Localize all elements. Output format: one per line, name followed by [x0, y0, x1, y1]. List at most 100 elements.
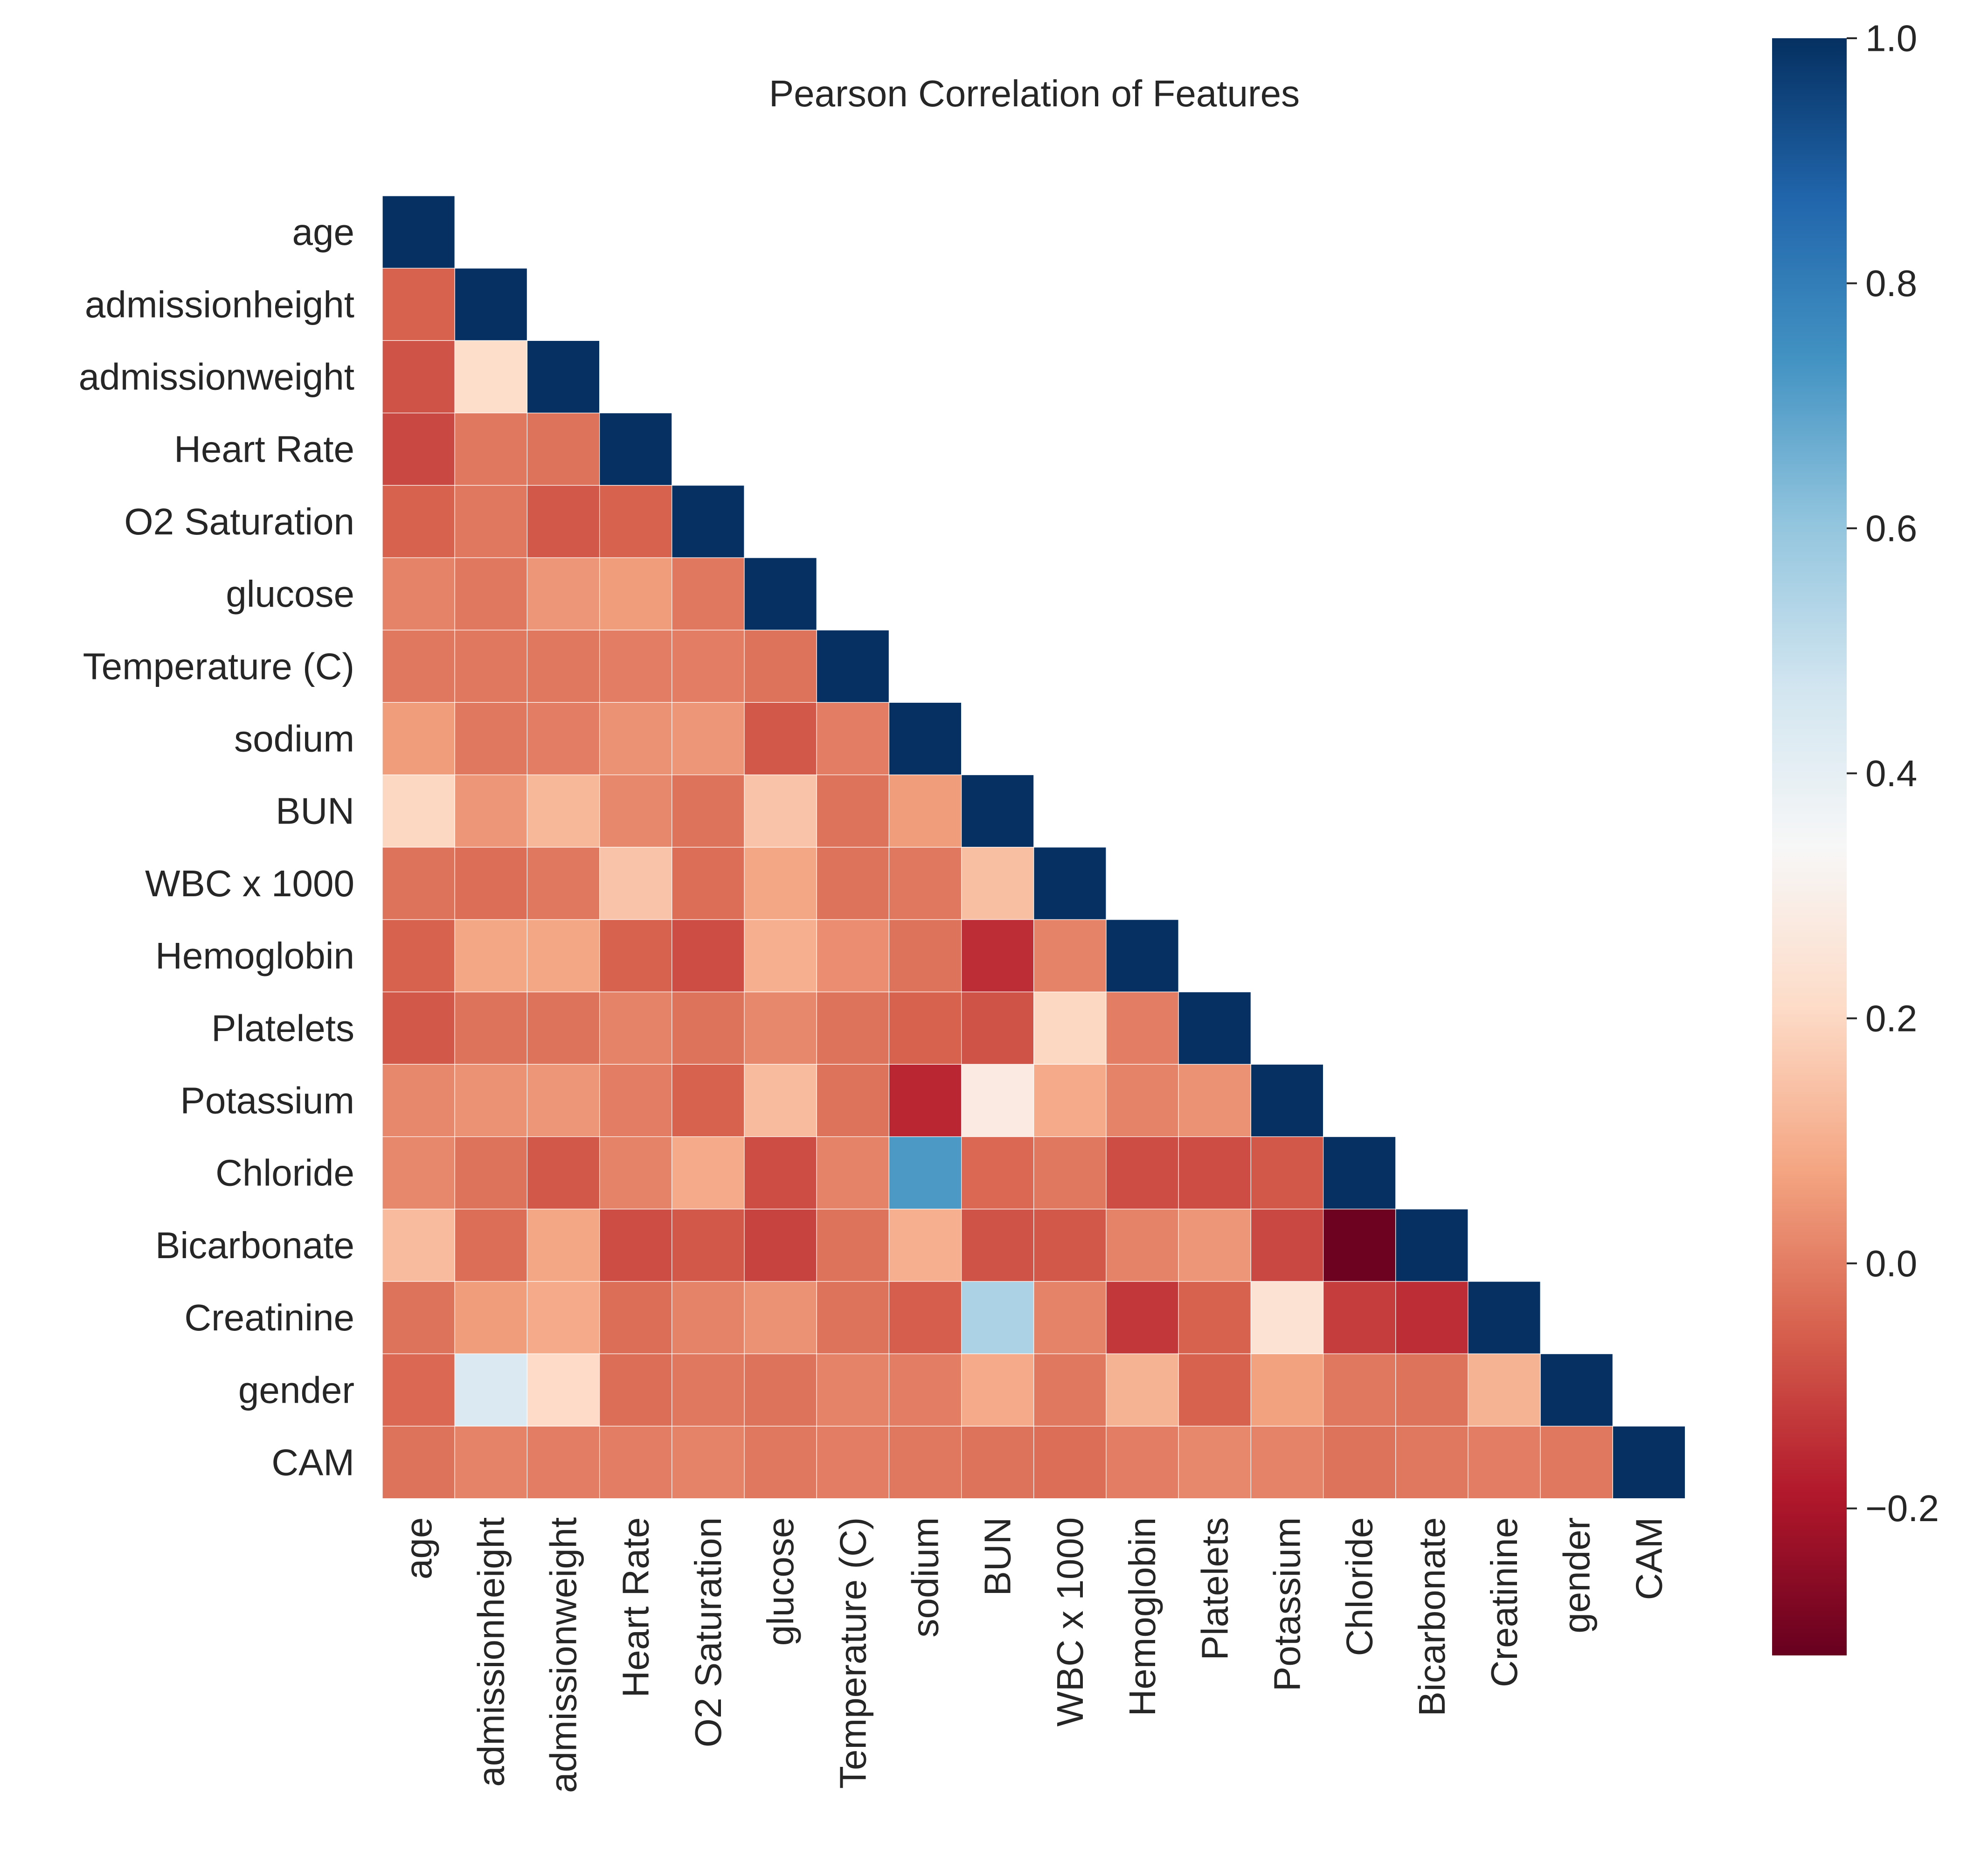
heatmap-cell-chloride-temperature-c: [816, 1136, 889, 1210]
heatmap-cell-creatinine-age: [382, 1281, 455, 1354]
heatmap-cell-cam-glucose: [744, 1426, 817, 1499]
heatmap-cell-chloride-sodium: [888, 1136, 962, 1210]
heatmap-cell-wbc-x-1000-admissionweight: [526, 847, 600, 920]
column-label-cam: CAM: [1628, 1517, 1670, 1600]
heatmap-cell-creatinine-bicarbonate: [1395, 1281, 1468, 1354]
row-label-admissionweight: admissionweight: [79, 356, 354, 398]
column-label-hemoglobin: Hemoglobin: [1122, 1517, 1163, 1717]
heatmap-cell-platelets-admissionweight: [526, 991, 600, 1065]
heatmap-cell-gender-temperature-c: [816, 1353, 889, 1426]
heatmap-cell-chloride-o2-saturation: [672, 1136, 745, 1210]
row-label-gender: gender: [238, 1369, 354, 1411]
heatmap-cell-glucose-admissionweight: [526, 557, 600, 630]
row-label-sodium: sodium: [234, 718, 354, 760]
heatmap-cell-hemoglobin-bun: [961, 919, 1034, 992]
heatmap-cell-bun-admissionheight: [454, 774, 528, 848]
column-labels: age admissionheight admissionweight Heart R…: [398, 1517, 1669, 1793]
heatmap-cell-bicarbonate-heart-rate: [599, 1209, 672, 1282]
heatmap-cell-creatinine-potassium: [1250, 1281, 1324, 1354]
heatmap-cell-temperature-c-heart-rate: [599, 630, 672, 703]
heatmap-cell-potassium-heart-rate: [599, 1064, 672, 1137]
heatmap-cell-creatinine-platelets: [1178, 1281, 1251, 1354]
column-label-bicarbonate: Bicarbonate: [1411, 1517, 1453, 1717]
heatmap-cell-cam-heart-rate: [599, 1426, 672, 1499]
column-label-chloride: Chloride: [1339, 1517, 1380, 1656]
heatmap-cell-potassium-temperature-c: [816, 1064, 889, 1137]
heatmap-cell-cam-cam: [1612, 1426, 1686, 1499]
heatmap-cell-wbc-x-1000-temperature-c: [816, 847, 889, 920]
heatmap-cell-cam-bicarbonate: [1395, 1426, 1468, 1499]
row-label-bicarbonate: Bicarbonate: [155, 1225, 354, 1266]
heatmap-cell-bicarbonate-admissionweight: [526, 1209, 600, 1282]
heatmap-cell-gender-glucose: [744, 1353, 817, 1426]
heatmap-cell-platelets-glucose: [744, 991, 817, 1065]
heatmap-cell-gender-admissionheight: [454, 1353, 528, 1426]
heatmap-cell-temperature-c-temperature-c: [816, 630, 889, 703]
heatmap-cell-gender-platelets: [1178, 1353, 1251, 1426]
heatmap-cell-wbc-x-1000-glucose: [744, 847, 817, 920]
heatmap-cell-creatinine-heart-rate: [599, 1281, 672, 1354]
heatmap-cell-admissionheight-admissionheight: [454, 268, 528, 341]
heatmap-cell-sodium-temperature-c: [816, 702, 889, 775]
colorbar-tick-label: 0.4: [1865, 753, 1917, 794]
heatmap-cell-temperature-c-age: [382, 630, 455, 703]
heatmap-cell-hemoglobin-sodium: [888, 919, 962, 992]
heatmap-cell-chloride-glucose: [744, 1136, 817, 1210]
column-label-gender: gender: [1556, 1517, 1597, 1634]
heatmap-cell-hemoglobin-heart-rate: [599, 919, 672, 992]
heatmap-cell-sodium-admissionweight: [526, 702, 600, 775]
heatmap-cell-potassium-glucose: [744, 1064, 817, 1137]
row-label-temperature-c: Temperature (C): [83, 645, 354, 687]
heatmap-cell-heart-rate-admissionweight: [526, 412, 600, 486]
heatmap-cell-heart-rate-admissionheight: [454, 412, 528, 486]
column-label-glucose: glucose: [760, 1517, 801, 1646]
heatmap-cell-admissionweight-admissionheight: [454, 340, 528, 414]
heatmap-cell-bicarbonate-o2-saturation: [672, 1209, 745, 1282]
heatmap-cell-platelets-admissionheight: [454, 991, 528, 1065]
column-label-o2-saturation: O2 Saturation: [687, 1517, 729, 1748]
heatmap-cell-gender-chloride: [1323, 1353, 1396, 1426]
colorbar-tick-label: −0.2: [1865, 1488, 1939, 1529]
column-label-platelets: Platelets: [1194, 1517, 1235, 1661]
heatmap-cell-platelets-hemoglobin: [1106, 991, 1179, 1065]
heatmap-cell-temperature-c-admissionheight: [454, 630, 528, 703]
chart-title: Pearson Correlation of Features: [769, 73, 1300, 114]
heatmap-cell-heart-rate-age: [382, 412, 455, 486]
heatmap-cell-cam-creatinine: [1468, 1426, 1541, 1499]
heatmap-cell-chloride-age: [382, 1136, 455, 1210]
heatmap-cell-bun-age: [382, 774, 455, 848]
heatmap-cell-bun-glucose: [744, 774, 817, 848]
heatmap-cell-hemoglobin-age: [382, 919, 455, 992]
heatmap-cell-potassium-o2-saturation: [672, 1064, 745, 1137]
heatmap-cell-platelets-bun: [961, 991, 1034, 1065]
colorbar: −0.2 0.0 0.2 0.4 0.6 0.8 1.0: [1772, 18, 1939, 1655]
heatmap-cell-glucose-admissionheight: [454, 557, 528, 630]
heatmap-cell-cam-bun: [961, 1426, 1034, 1499]
heatmap-cell-sodium-o2-saturation: [672, 702, 745, 775]
heatmap-cell-wbc-x-1000-heart-rate: [599, 847, 672, 920]
heatmap-cell-wbc-x-1000-age: [382, 847, 455, 920]
heatmap-cell-creatinine-glucose: [744, 1281, 817, 1354]
colorbar-tick-label: 0.0: [1865, 1243, 1917, 1284]
row-label-platelets: Platelets: [211, 1007, 354, 1049]
heatmap-cell-glucose-heart-rate: [599, 557, 672, 630]
heatmap-cell-chloride-admissionweight: [526, 1136, 600, 1210]
heatmap-cell-bicarbonate-sodium: [888, 1209, 962, 1282]
heatmap-cell-gender-hemoglobin: [1106, 1353, 1179, 1426]
heatmap-cell-hemoglobin-admissionweight: [526, 919, 600, 992]
heatmap-cell-creatinine-admissionweight: [526, 1281, 600, 1354]
column-label-age: age: [398, 1517, 439, 1579]
heatmap-cell-cam-o2-saturation: [672, 1426, 745, 1499]
heatmap-cell-cam-hemoglobin: [1106, 1426, 1179, 1499]
heatmap-cell-sodium-age: [382, 702, 455, 775]
heatmap-cell-gender-age: [382, 1353, 455, 1426]
heatmap-cell-creatinine-wbc-x-1000: [1033, 1281, 1107, 1354]
heatmap-cell-wbc-x-1000-wbc-x-1000: [1033, 847, 1107, 920]
heatmap-cell-bicarbonate-temperature-c: [816, 1209, 889, 1282]
heatmap-cell-hemoglobin-temperature-c: [816, 919, 889, 992]
colorbar-tick-label: 1.0: [1865, 18, 1917, 59]
heatmap-cell-sodium-admissionheight: [454, 702, 528, 775]
heatmap-cell-chloride-bun: [961, 1136, 1034, 1210]
heatmap-cell-bun-admissionweight: [526, 774, 600, 848]
heatmap-cell-bun-heart-rate: [599, 774, 672, 848]
